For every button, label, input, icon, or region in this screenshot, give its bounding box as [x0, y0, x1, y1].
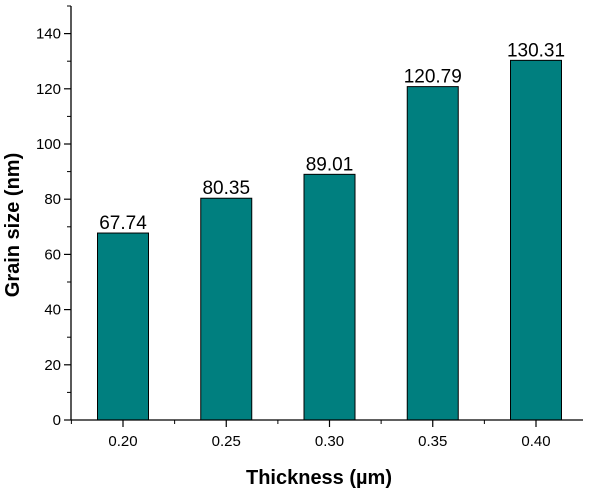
bar-0.35 [406, 86, 459, 421]
x-axis-title: Thickness (µm) [246, 467, 392, 489]
x-tick-label-0.30: 0.30 [315, 433, 344, 450]
y-tick-label-40: 40 [44, 302, 61, 319]
data-label-0.25: 80.35 [202, 178, 250, 199]
bars-layer [97, 59, 562, 421]
x-tick-label-0.40: 0.40 [521, 433, 550, 450]
y-tick-label-60: 60 [44, 246, 61, 263]
y-ticks: 0 20 40 60 80 100 120 140 [36, 5, 71, 429]
x-tick-label-0.25: 0.25 [212, 433, 241, 450]
x-ticks: 0.20 0.25 0.30 0.35 0.40 [70, 420, 551, 450]
y-tick-label-80: 80 [44, 191, 61, 208]
y-axis-title: Grain size (nm) [2, 153, 24, 297]
x-tick-label-0.35: 0.35 [418, 433, 447, 450]
data-label-0.40: 130.31 [507, 40, 565, 61]
bar-0.40 [510, 59, 562, 421]
bar-0.25 [200, 197, 253, 421]
data-label-0.35: 120.79 [404, 67, 462, 88]
y-tick-label-100: 100 [36, 136, 61, 153]
axes-layer [70, 6, 583, 421]
bar-0.20 [97, 232, 149, 421]
y-tick-label-20: 20 [44, 357, 61, 374]
data-labels: 67.74 80.35 89.01 120.79 130.31 [99, 40, 565, 234]
y-tick-label-0: 0 [53, 412, 61, 429]
data-label-0.30: 89.01 [306, 154, 354, 175]
x-tick-label-0.20: 0.20 [108, 433, 137, 450]
data-label-0.20: 67.74 [99, 213, 147, 234]
bar-0.30 [303, 173, 356, 421]
y-tick-label-140: 140 [36, 26, 61, 43]
y-tick-label-120: 120 [36, 81, 61, 98]
